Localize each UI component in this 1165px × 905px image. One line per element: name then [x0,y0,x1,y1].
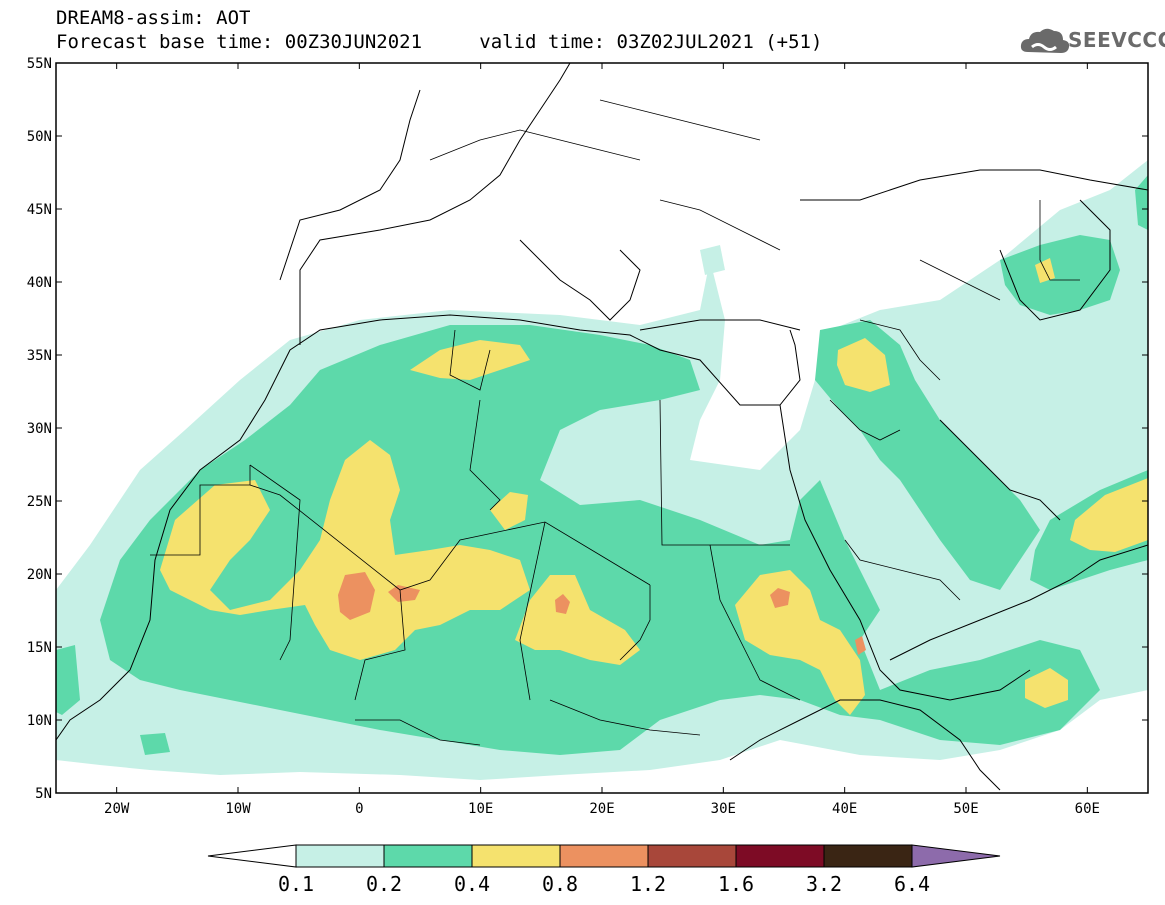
lat-tick-label: 50N [27,129,52,145]
lat-tick-label: 45N [27,202,52,218]
lat-tick-label: 20N [27,567,52,583]
colorbar-segment [559,844,649,868]
map-title: DREAM8-assim: AOT [56,7,251,29]
colorbar-segment [735,844,825,868]
colorbar: 0.1 0.2 0.4 0.8 1.2 1.6 3.2 6.4 [207,844,1001,896]
forecast-base-time: Forecast base time: 00Z30JUN2021 [56,31,423,53]
lon-tick-label: 60E [1075,801,1100,817]
lon-tick-label: 10E [468,801,493,817]
colorbar-level-label: 6.4 [894,872,930,896]
lon-tick-label: 40E [832,801,857,817]
colorbar-level-label: 0.1 [278,872,314,896]
lon-tick-label: 30E [711,801,736,817]
colorbar-level-label: 3.2 [806,872,842,896]
colorbar-level-label: 0.2 [366,872,402,896]
lon-tick-label: 20E [589,801,614,817]
colorbar-min-arrow [207,844,297,868]
aot-field [56,63,1148,793]
latitude-labels: 55N 50N 45N 40N 35N 30N 25N 20N 15N 10N 5N [27,56,52,802]
colorbar-max-arrow [911,844,1001,868]
lat-tick-label: 35N [27,348,52,364]
colorbar-segment [647,844,737,868]
coastlines [56,63,1148,791]
colorbar-segment [471,844,561,868]
lon-tick-label: 0 [355,801,363,817]
lon-tick-label: 20W [104,801,130,817]
axis-ticks [56,62,1148,794]
logo-text: SEEVCCC [1068,28,1165,52]
colorbar-segment [295,844,385,868]
lat-tick-label: 40N [27,275,52,291]
lat-tick-label: 15N [27,640,52,656]
valid-time: valid time: 03Z02JUL2021 (+51) [479,31,823,53]
aot-level-0-4 [160,258,1148,715]
country-borders [150,99,1080,746]
lat-tick-label: 5N [35,786,52,802]
colorbar-segment [823,844,913,868]
lon-tick-label: 10W [225,801,251,817]
lon-tick-label: 50E [953,801,978,817]
colorbar-level-label: 0.8 [542,872,578,896]
cloud-logo-icon [1020,28,1070,53]
colorbar-segment [383,844,473,868]
colorbar-level-label: 0.4 [454,872,490,896]
lat-tick-label: 55N [27,56,52,72]
colorbar-level-label: 1.6 [718,872,754,896]
aot-level-0-8 [338,572,866,655]
lat-tick-label: 30N [27,421,52,437]
time-info: Forecast base time: 00Z30JUN2021 valid t… [56,32,822,53]
longitude-labels: 20W 10W 0 10E 20E 30E 40E 50E 60E [104,801,1100,817]
colorbar-level-label: 1.2 [630,872,666,896]
lat-tick-label: 25N [27,494,52,510]
lat-tick-label: 10N [27,713,52,729]
